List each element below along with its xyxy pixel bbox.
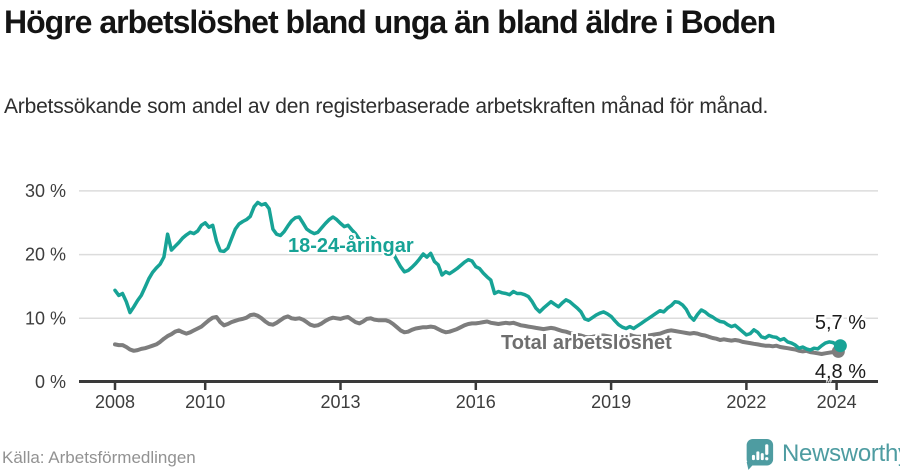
end-value-young: 5,7 % <box>814 312 866 334</box>
newsworthy-wordmark: Newsworthy <box>782 440 900 467</box>
page-subtitle: Arbetssökande som andel av den registerb… <box>4 95 769 118</box>
end-value-total: 4,8 % <box>814 361 866 383</box>
x-tick-label: 2008 <box>95 392 135 412</box>
axis-tick-labels: 0 % 10 % 20 % 30 % 2008 2010 2013 2016 2019 2022 2… <box>25 181 857 412</box>
newsworthy-logo[interactable]: Newsworthy <box>744 436 900 470</box>
gridlines <box>79 190 878 320</box>
y-tick-label: 0 % <box>35 372 66 392</box>
series-label-young: 18-24-åringar <box>288 235 414 257</box>
y-tick-label: 30 % <box>25 181 66 201</box>
x-tick-label: 2013 <box>320 392 360 412</box>
young-series-line <box>113 200 843 352</box>
source-note: Källa: Arbetsförmedlingen <box>2 448 196 467</box>
newsworthy-icon <box>746 439 774 470</box>
young-end-dot <box>833 339 847 353</box>
x-tick-label: 2010 <box>185 392 225 412</box>
x-tick-label: 2022 <box>726 392 766 412</box>
x-axis <box>79 380 878 390</box>
total-series-line <box>113 312 843 356</box>
y-tick-label: 10 % <box>25 308 66 328</box>
series-label-total: Total arbetslöshet <box>501 332 672 354</box>
x-tick-label: 2019 <box>591 392 631 412</box>
x-tick-label: 2024 <box>817 392 857 412</box>
y-tick-label: 20 % <box>25 245 66 265</box>
x-tick-label: 2016 <box>456 392 496 412</box>
page-title: Högre arbetslöshet bland unga än bland ä… <box>4 4 776 40</box>
